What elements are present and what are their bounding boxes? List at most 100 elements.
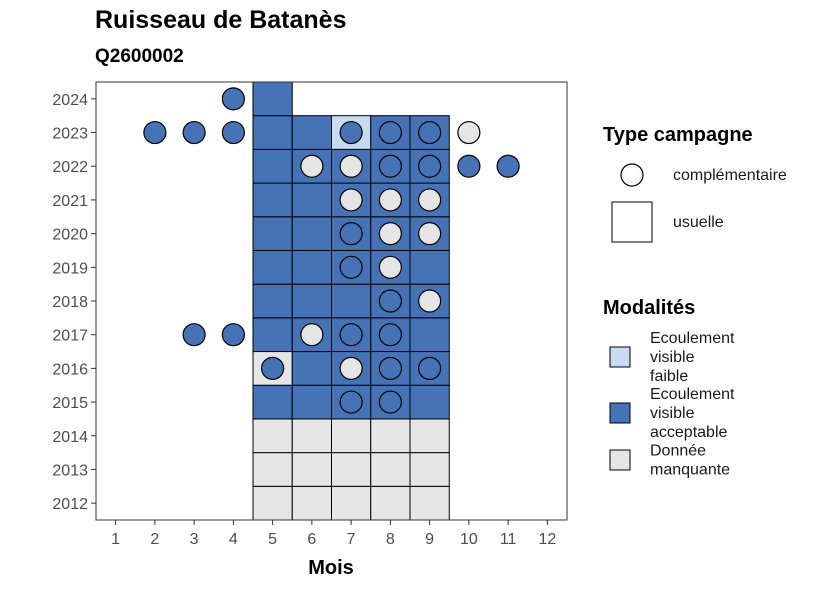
tile-2013-9 bbox=[409, 452, 450, 487]
tile-2019-5 bbox=[252, 249, 293, 285]
x-axis: 1 2 3 4 5 6 7 8 9 10 11 12 bbox=[111, 520, 556, 548]
point-2017-6 bbox=[300, 323, 324, 347]
point-2024-4 bbox=[221, 87, 245, 111]
point-2015-8 bbox=[378, 390, 402, 414]
legend-label-manquante: manquante bbox=[650, 462, 730, 479]
tile-2014-8 bbox=[370, 418, 411, 454]
point-2023-4 bbox=[221, 120, 245, 145]
point-2018-8 bbox=[378, 289, 402, 313]
x-tick-label: 5 bbox=[268, 531, 277, 548]
legend-key-faible bbox=[609, 346, 631, 368]
tile-2014-7 bbox=[331, 418, 372, 454]
x-axis-title: Mois bbox=[308, 557, 354, 579]
tile-2012-9 bbox=[409, 485, 450, 521]
tile-2017-9 bbox=[409, 317, 450, 353]
point-2023-8 bbox=[378, 120, 402, 145]
legend-label-faible: Ecoulement bbox=[650, 330, 735, 347]
legend-label-usuelle: usuelle bbox=[673, 214, 724, 231]
y-axis: 2012 2013 2014 2015 2016 2017 2018 2019 2020 2021… bbox=[52, 92, 96, 513]
legend-modalites-title: Modalités bbox=[603, 297, 695, 319]
point-2022-11 bbox=[496, 154, 520, 178]
point-2020-9 bbox=[418, 222, 442, 246]
legend-key-usuelle bbox=[611, 201, 653, 243]
tile-2012-5 bbox=[252, 485, 293, 521]
x-tick-label: 11 bbox=[500, 531, 517, 548]
legend-type-campagne: Type campagne complémentaire usuelle bbox=[603, 124, 787, 243]
y-tick-label: 2013 bbox=[52, 462, 88, 479]
y-tick-label: 2022 bbox=[52, 159, 88, 176]
point-2023-10 bbox=[457, 120, 481, 145]
point-2016-9 bbox=[418, 356, 442, 380]
point-2017-7 bbox=[339, 323, 363, 347]
x-tick-label: 7 bbox=[347, 531, 356, 548]
point-2023-9 bbox=[418, 120, 442, 145]
y-tick-label: 2021 bbox=[52, 193, 88, 210]
tile-2021-6 bbox=[291, 182, 332, 218]
x-tick-label: 6 bbox=[307, 531, 316, 548]
legend-key-acceptable bbox=[609, 402, 631, 424]
legend-modalites: ModalitésEcoulementvisiblefaibleEcouleme… bbox=[603, 297, 735, 479]
point-2015-7 bbox=[339, 390, 363, 414]
tile-2024-5 bbox=[252, 81, 293, 117]
tile-2012-8 bbox=[370, 485, 411, 521]
point-2023-2 bbox=[143, 120, 167, 145]
point-2018-9 bbox=[418, 289, 442, 313]
point-2016-8 bbox=[378, 356, 402, 380]
point-2020-8 bbox=[378, 222, 402, 246]
legend-label-manquante: Donnée bbox=[650, 443, 706, 460]
point-2022-6 bbox=[300, 154, 324, 178]
y-tick-label: 2014 bbox=[52, 429, 88, 446]
y-tick-label: 2017 bbox=[52, 328, 88, 345]
tile-2014-6 bbox=[291, 418, 332, 454]
tile-2014-9 bbox=[409, 418, 450, 454]
point-2022-8 bbox=[378, 154, 402, 178]
tile-2013-8 bbox=[370, 452, 411, 487]
tile-2020-6 bbox=[291, 216, 332, 251]
y-tick-label: 2012 bbox=[52, 496, 88, 513]
x-tick-label: 3 bbox=[190, 531, 199, 548]
tile-2013-6 bbox=[291, 452, 332, 487]
points-layer bbox=[143, 87, 520, 414]
y-tick-label: 2015 bbox=[52, 395, 88, 412]
tile-2013-7 bbox=[331, 452, 372, 487]
point-2016-7 bbox=[339, 356, 363, 380]
tile-2013-5 bbox=[252, 452, 293, 487]
legend-key-manquante bbox=[609, 449, 631, 471]
point-2022-7 bbox=[339, 154, 363, 178]
y-tick-label: 2018 bbox=[52, 294, 88, 311]
y-tick-label: 2023 bbox=[52, 126, 88, 143]
tile-2020-5 bbox=[252, 216, 293, 251]
chart-subtitle: Q2600002 bbox=[95, 46, 184, 67]
chart-title: Ruisseau de Batanès bbox=[95, 6, 347, 34]
point-2022-10 bbox=[457, 154, 481, 178]
x-tick-label: 12 bbox=[538, 531, 556, 548]
tile-2014-5 bbox=[252, 418, 293, 454]
point-2020-7 bbox=[339, 222, 363, 246]
x-tick-label: 8 bbox=[386, 531, 395, 548]
tile-2015-5 bbox=[252, 384, 293, 420]
point-2016-5 bbox=[261, 356, 285, 380]
tile-2023-5 bbox=[252, 115, 293, 150]
tile-2015-6 bbox=[291, 384, 332, 420]
y-tick-label: 2020 bbox=[52, 227, 88, 244]
tile-2012-7 bbox=[331, 485, 372, 521]
point-2023-7 bbox=[339, 120, 363, 145]
x-tick-label: 10 bbox=[460, 531, 478, 548]
point-2019-7 bbox=[339, 255, 363, 279]
tile-2019-9 bbox=[409, 249, 450, 285]
tile-2018-5 bbox=[252, 283, 293, 319]
legend-label-faible: faible bbox=[650, 368, 688, 385]
y-tick-label: 2019 bbox=[52, 260, 88, 277]
tile-2015-9 bbox=[409, 384, 450, 420]
tile-2017-5 bbox=[252, 317, 293, 353]
legend-label-complementaire: complémentaire bbox=[673, 167, 787, 184]
x-tick-label: 1 bbox=[111, 531, 120, 548]
legend-label-acceptable: acceptable bbox=[650, 424, 727, 441]
point-2023-3 bbox=[182, 120, 206, 145]
tile-2022-5 bbox=[252, 148, 293, 184]
legend-label-acceptable: Ecoulement bbox=[650, 386, 735, 403]
point-2017-8 bbox=[378, 323, 402, 347]
point-2019-8 bbox=[378, 255, 402, 279]
point-2017-3 bbox=[182, 323, 206, 347]
